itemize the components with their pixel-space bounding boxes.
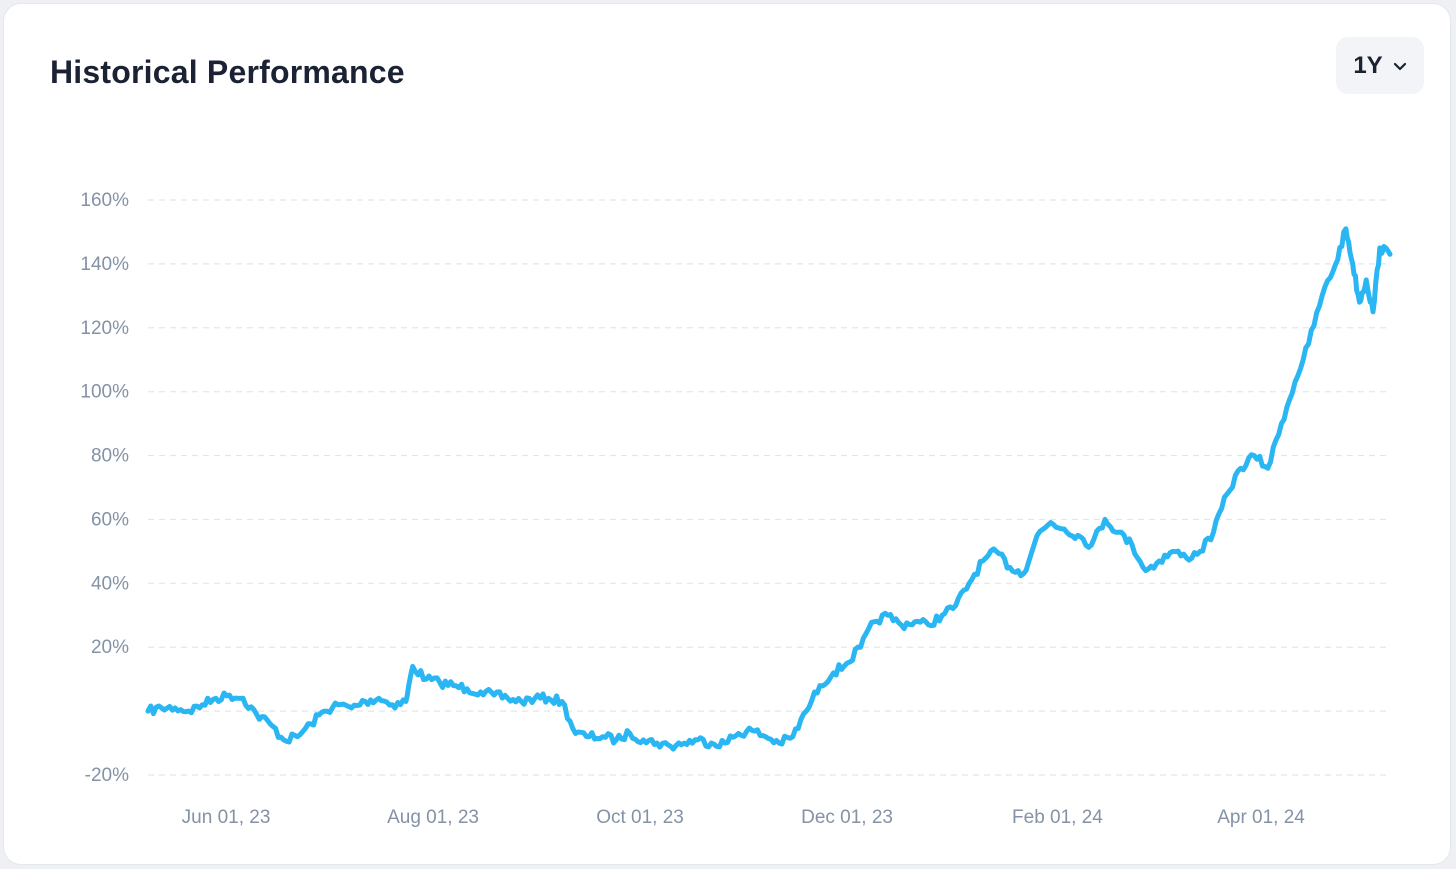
performance-card: Historical Performance 1Y: [3, 3, 1451, 865]
card-title: Historical Performance: [50, 54, 405, 90]
grid-lines: [148, 199, 1390, 776]
x-tick-label: Apr 01, 24: [1217, 807, 1305, 828]
x-axis-ticks: Jun 01, 23 Aug 01, 23 Oct 01, 23 Dec 01, 23…: [182, 807, 1306, 828]
x-tick-label: Dec 01, 23: [801, 807, 893, 828]
range-selector-button[interactable]: 1Y: [1336, 37, 1424, 94]
performance-line: [145, 226, 1393, 752]
y-tick-label: 140%: [80, 254, 129, 275]
x-tick-label: Aug 01, 23: [387, 807, 479, 828]
y-tick-label: 160%: [80, 190, 129, 211]
y-tick-label: -20%: [85, 765, 129, 786]
x-tick-label: Oct 01, 23: [596, 807, 684, 828]
y-axis-ticks: -20% 20% 40% 60% 80% 100% 120% 140% 160%: [80, 190, 129, 786]
y-tick-label: 60%: [91, 509, 129, 530]
y-tick-label: 20%: [91, 637, 129, 658]
y-tick-label: 80%: [91, 446, 129, 467]
y-tick-label: 120%: [80, 318, 129, 339]
x-tick-label: Jun 01, 23: [182, 807, 271, 828]
y-tick-label: 40%: [91, 573, 129, 594]
y-tick-label: 100%: [80, 382, 129, 403]
chevron-down-icon: [1393, 62, 1406, 70]
x-tick-label: Feb 01, 24: [1012, 807, 1103, 828]
range-selector-label: 1Y: [1353, 51, 1383, 79]
